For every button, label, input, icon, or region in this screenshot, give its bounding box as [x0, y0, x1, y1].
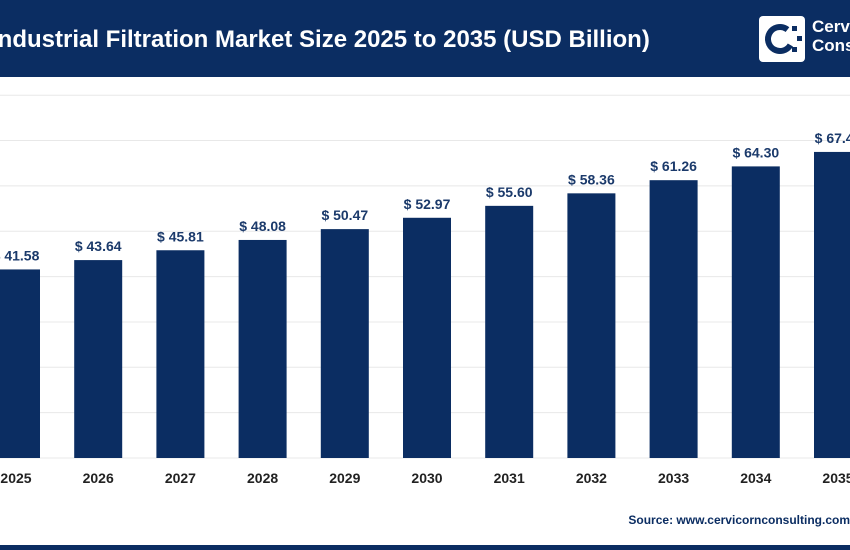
value-label-2025: $ 41.58 — [0, 247, 40, 263]
bars — [0, 151, 850, 458]
bar-2032 — [567, 193, 616, 458]
bar-2027 — [156, 250, 205, 458]
x-tick-2028: 2028 — [247, 470, 278, 486]
value-label-2034: $ 64.30 — [732, 144, 779, 160]
x-tick-2031: 2031 — [494, 470, 525, 486]
bar-2030 — [403, 217, 451, 458]
value-label-2029: $ 50.47 — [321, 207, 368, 223]
value-label-2031: $ 55.60 — [486, 184, 533, 200]
bar-2033 — [649, 180, 698, 458]
bar-2034 — [731, 166, 780, 458]
bar-2029 — [320, 229, 369, 458]
bar-chart: $ 41.58 $ 43.64 $ 45.81 $ 48.08 $ 50.47 $ 52.… — [0, 94, 850, 486]
x-tick-2027: 2027 — [165, 470, 196, 486]
source-note: Source: www.cervicornconsulting.com — [628, 513, 850, 527]
logo-mark-icon — [765, 24, 802, 54]
x-tick-2030: 2030 — [411, 470, 442, 486]
bottom-border — [0, 545, 850, 550]
brand-line-1: Cervicorn — [812, 17, 850, 36]
x-tick-2032: 2032 — [576, 470, 607, 486]
value-label-2027: $ 45.81 — [157, 228, 204, 244]
bar-2031 — [485, 205, 534, 458]
value-labels: $ 41.58 $ 43.64 $ 45.81 $ 48.08 $ 50.47 $ 52.… — [0, 130, 850, 264]
bar-2026 — [74, 260, 123, 458]
value-label-2026: $ 43.64 — [75, 238, 122, 254]
chart-header: Industrial Filtration Market Size 2025 t… — [0, 0, 850, 77]
bar-2025 — [0, 269, 40, 458]
brand-logo — [759, 16, 805, 62]
x-tick-2035: 2035 — [822, 470, 850, 486]
x-tick-2033: 2033 — [658, 470, 689, 486]
value-label-2028: $ 48.08 — [239, 218, 286, 234]
value-label-2033: $ 61.26 — [650, 158, 697, 174]
x-tick-2029: 2029 — [329, 470, 360, 486]
bar-2028 — [238, 239, 287, 458]
brand-line-2: Consulting — [812, 36, 850, 55]
brand-name: Cervicorn Consulting — [812, 17, 850, 55]
x-tick-2025: 2025 — [0, 470, 31, 486]
value-label-2032: $ 58.36 — [568, 171, 615, 187]
x-tick-2034: 2034 — [740, 470, 771, 486]
value-label-2035: $ 67.49 — [815, 130, 850, 146]
x-tick-2026: 2026 — [83, 470, 114, 486]
value-label-2030: $ 52.97 — [404, 196, 451, 212]
chart-title: Industrial Filtration Market Size 2025 t… — [0, 26, 650, 53]
bar-2035 — [814, 151, 850, 458]
x-axis-labels: 2025 2026 2027 2028 2029 2030 2031 2032 2033 2034… — [0, 470, 850, 486]
